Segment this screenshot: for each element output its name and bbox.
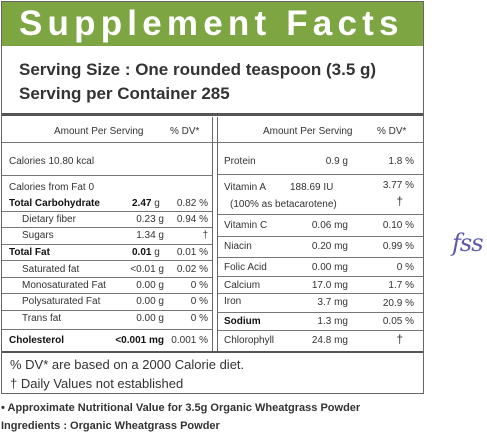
row-dv: 20.9 % <box>382 298 414 309</box>
row-divider <box>2 329 212 330</box>
row-name: Saturated fat <box>22 264 80 275</box>
row-divider <box>217 236 423 237</box>
row-name: Polysaturated Fat <box>22 296 101 307</box>
row-dv: 0.99 % <box>382 241 414 252</box>
row-amount: 1.34 g <box>136 230 164 241</box>
row-dv: 0 % <box>396 262 414 273</box>
row-dv: 1.8 % <box>388 156 414 167</box>
right-dv-header: % DV* <box>377 126 407 137</box>
row-name: Calcium <box>224 280 261 291</box>
row-dv: 0.02 % <box>176 264 208 275</box>
row-amount: <0.001 mg <box>115 335 164 346</box>
row-divider <box>217 174 423 175</box>
row-amount: 0.01 <box>132 247 152 258</box>
footnote-divider <box>2 351 423 353</box>
row-name: Vitamin A <box>224 182 267 193</box>
fss-logo: fss <box>452 229 484 257</box>
panel-title: Supplement Facts <box>19 4 404 43</box>
row-dv: 0.82 % <box>176 198 208 209</box>
row-divider <box>2 227 212 228</box>
row-dv: 0.001 % <box>171 335 208 346</box>
row-name: Trans fat <box>22 313 62 324</box>
title-banner: Supplement Facts <box>2 2 423 46</box>
row-dv: 0.01 % <box>176 247 208 258</box>
row-amount: 0.00 g <box>136 313 164 324</box>
row-name: Iron <box>224 296 242 307</box>
row-divider <box>2 211 212 212</box>
row-name: Sugars <box>22 230 54 241</box>
row-dv: 3.77 % <box>382 180 414 191</box>
footnote-dagger: † Daily Values not established <box>10 376 184 391</box>
row-dv: † <box>202 230 208 241</box>
row-name: Chlorophyll <box>224 335 275 346</box>
row-dv: 1.7 % <box>388 280 414 291</box>
row-amount: 0.20 mg <box>311 241 348 252</box>
row-divider <box>217 214 423 215</box>
row-note: (100% as betacarotene) <box>230 199 337 210</box>
row-divider <box>2 244 212 245</box>
row-divider <box>2 293 212 294</box>
row-amount: 2.47 <box>132 198 152 209</box>
calories: Calories 10.80 kcal <box>9 156 95 167</box>
row-divider <box>2 310 212 311</box>
row-divider <box>217 257 423 258</box>
row-name: Niacin <box>224 241 252 252</box>
row-divider <box>217 276 423 277</box>
servings-per-container: Serving per Container 285 <box>19 84 230 103</box>
supplement-facts-panel: Supplement Facts Serving Size : One roun… <box>1 1 424 394</box>
row-dv: 0.10 % <box>382 220 414 231</box>
row-amount: 17.0 mg <box>311 280 348 291</box>
row-dv: † <box>396 332 403 346</box>
row-amount: 0.00 mg <box>311 262 348 273</box>
right-amount-header: Amount Per Serving <box>263 126 353 137</box>
column-divider-inner <box>217 117 218 353</box>
approximate-value-note: • Approximate Nutritional Value for 3.5g… <box>1 402 361 414</box>
logo-text: fss <box>452 229 484 257</box>
column-divider-outer <box>212 117 213 353</box>
row-name: Protein <box>224 156 256 167</box>
row-amount: 3.7 mg <box>317 297 348 308</box>
row-name: Total Carbohydrate <box>9 198 100 209</box>
left-amount-header: Amount Per Serving <box>54 126 144 137</box>
row-dv: 0 % <box>190 313 208 324</box>
ingredients: Ingredients : Organic Wheatgrass Powder <box>1 420 220 432</box>
row-unit: g <box>154 198 160 209</box>
row-name: Monosaturated Fat <box>22 280 106 291</box>
row-name: Folic Acid <box>224 262 267 273</box>
row-amount: 0.00 g <box>136 280 164 291</box>
row-divider <box>217 293 423 294</box>
row-name: Vitamin C <box>224 220 268 231</box>
row-amount: <0.01 g <box>130 264 164 275</box>
row-name: Dietary fiber <box>22 214 76 225</box>
calories-from-fat: Calories from Fat 0 <box>9 182 95 193</box>
row-name: Total Fat <box>9 247 50 258</box>
serving-size: Serving Size : One rounded teaspoon (3.5… <box>19 60 377 79</box>
row-divider <box>2 260 212 261</box>
row-dv: 0.05 % <box>382 316 414 327</box>
row-amount: 0.00 g <box>136 296 164 307</box>
row-amount: 1.3 mg <box>317 316 348 327</box>
row-dv: 0 % <box>190 280 208 291</box>
row-divider <box>217 330 423 331</box>
row-divider <box>2 277 212 278</box>
left-dv-header: % DV* <box>170 126 200 137</box>
row-amount: 24.8 mg <box>311 335 348 346</box>
row-amount: 0.23 g <box>136 214 164 225</box>
row-amount: 0.06 mg <box>311 220 348 231</box>
row-name: Sodium <box>224 316 261 327</box>
row-dv-note: † <box>396 194 403 208</box>
footnote-dv: % DV* are based on a 2000 Calorie diet. <box>10 357 245 372</box>
row-divider <box>2 175 212 176</box>
row-name: Cholesterol <box>9 335 65 346</box>
row-amount: 188.69 IU <box>290 182 334 193</box>
thick-divider <box>2 113 423 116</box>
row-dv: 0.94 % <box>176 214 208 225</box>
row-dv: 0 % <box>190 296 208 307</box>
row-unit: g <box>154 247 160 258</box>
row-amount: 0.9 g <box>325 156 348 167</box>
row-divider <box>217 312 423 313</box>
